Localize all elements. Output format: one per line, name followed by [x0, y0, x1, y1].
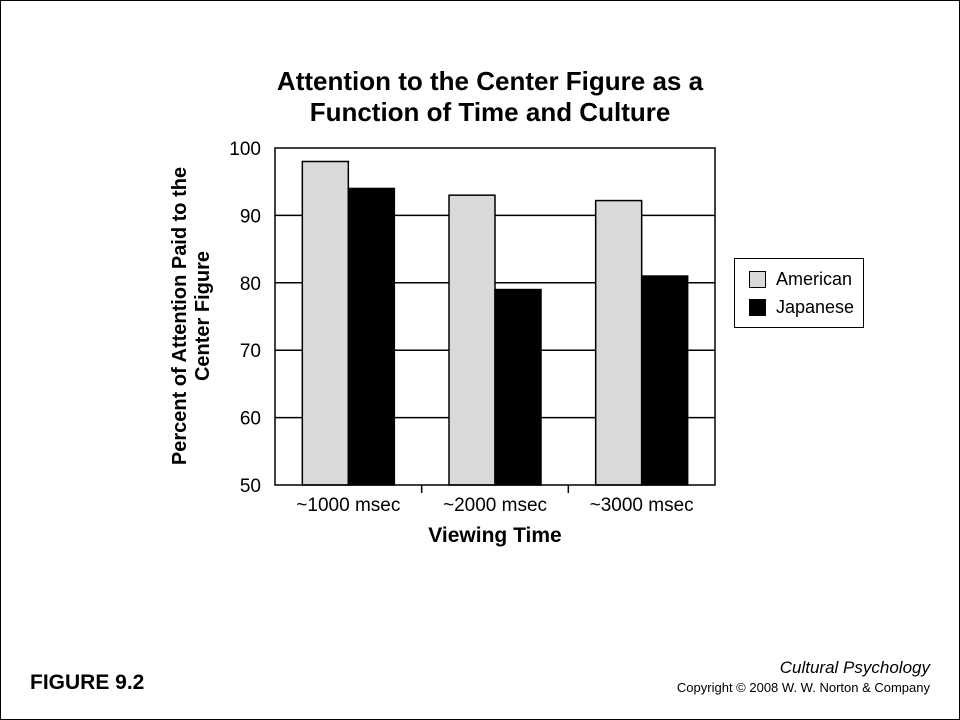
bar-american-3 [594, 199, 643, 486]
x-tick-label: ~2000 msec [443, 495, 547, 516]
credits: Cultural Psychology Copyright © 2008 W. … [677, 657, 930, 697]
chart-title: Attention to the Center Figure as a Func… [190, 66, 790, 128]
chart-title-line-2: Function of Time and Culture [309, 97, 671, 127]
bar-american-1 [301, 160, 350, 486]
legend-item-american: American [749, 269, 852, 289]
legend-label-japanese: Japanese [776, 296, 855, 317]
legend-swatch-american [749, 270, 766, 288]
y-tick-label: 70 [240, 341, 261, 362]
bars [301, 160, 689, 486]
x-tick-label: ~3000 msec [590, 495, 694, 516]
plot-frame [274, 147, 716, 486]
bar-japanese-3 [640, 275, 689, 486]
figure-label: FIGURE 9.2 [30, 671, 145, 694]
book-title: Cultural Psychology [779, 658, 930, 677]
y-tick-label: 80 [240, 274, 261, 295]
y-tick-label: 90 [240, 206, 261, 227]
bar-japanese-2 [494, 288, 542, 486]
bar-japanese-1 [347, 187, 396, 486]
y-tick-label: 50 [240, 476, 261, 497]
x-axis-label: Viewing Time [428, 524, 562, 547]
plot-border [274, 147, 716, 486]
legend: American Japanese [734, 258, 864, 328]
legend-swatch-japanese [749, 298, 766, 316]
x-tick-label: ~1000 msec [296, 495, 400, 516]
y-tick-label: 100 [229, 139, 261, 160]
copyright-notice: Copyright © 2008 W. W. Norton & Company [676, 680, 930, 695]
legend-item-japanese: Japanese [749, 297, 854, 317]
y-tick-label: 60 [240, 409, 261, 430]
legend-label-american: American [776, 268, 853, 289]
axis-ticks: 100 90 80 70 60 50 ~1000 msec ~2000 msec ~3000 m… [229, 139, 693, 516]
chart-title-line-1: Attention to the Center Figure as a [276, 66, 704, 96]
bar-american-2 [448, 194, 496, 486]
